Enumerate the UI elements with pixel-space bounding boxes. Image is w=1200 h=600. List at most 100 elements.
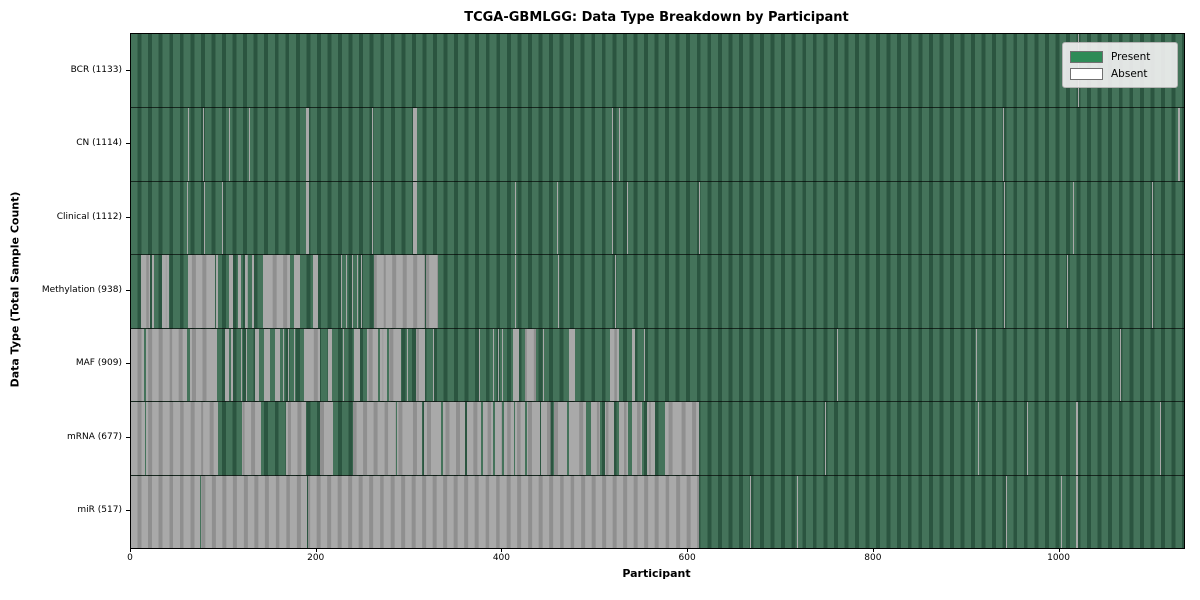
- absent-segment: [313, 255, 318, 328]
- plot-area: [130, 33, 1185, 549]
- absent-segment: [286, 402, 306, 475]
- x-tick-mark: [872, 548, 874, 552]
- absent-segment: [504, 402, 514, 475]
- absent-segment: [372, 181, 374, 255]
- absent-segment: [222, 181, 223, 255]
- absent-segment: [836, 328, 838, 402]
- absent-segment: [1178, 108, 1181, 181]
- absent-segment: [346, 255, 348, 328]
- absent-segment: [643, 328, 645, 402]
- absent-segment: [319, 402, 333, 475]
- y-tick-mark: [126, 363, 130, 365]
- absent-segment: [557, 181, 559, 255]
- absent-segment: [187, 255, 215, 328]
- absent-segment: [569, 328, 575, 402]
- x-tick-label: 200: [307, 553, 325, 563]
- absent-segment: [413, 181, 417, 255]
- absent-segment: [1027, 402, 1029, 475]
- x-axis-label: Participant: [622, 567, 691, 580]
- absent-segment: [699, 181, 701, 255]
- legend-entry-present: Present: [1070, 48, 1169, 65]
- absent-segment: [796, 475, 798, 548]
- absent-segment: [294, 255, 300, 328]
- absent-segment: [977, 402, 979, 475]
- y-tick-label-mrna: mRNA (677): [67, 431, 122, 442]
- absent-segment: [443, 402, 466, 475]
- absent-segment: [502, 328, 504, 402]
- absent-segment: [750, 475, 752, 548]
- legend-absent-label: Absent: [1111, 67, 1148, 80]
- absent-segment: [1067, 255, 1068, 328]
- absent-segment: [131, 328, 144, 402]
- absent-segment: [413, 108, 417, 181]
- absent-segment: [342, 328, 344, 402]
- absent-segment: [479, 328, 481, 402]
- y-tick-label-cn: CN (1114): [76, 138, 122, 149]
- absent-segment: [353, 328, 361, 402]
- absent-segment: [1152, 255, 1154, 328]
- absent-segment: [371, 108, 373, 181]
- absent-segment: [482, 402, 494, 475]
- y-tick-label-mir: miR (517): [77, 505, 122, 516]
- absent-segment: [553, 402, 568, 475]
- absent-segment: [131, 402, 145, 475]
- absent-segment: [612, 108, 613, 181]
- y-tick-mark: [126, 290, 130, 291]
- row-maf: [131, 327, 1184, 402]
- absent-segment: [1003, 181, 1005, 255]
- absent-segment: [976, 328, 977, 402]
- absent-segment: [229, 108, 231, 181]
- row-cn: [131, 107, 1184, 181]
- absent-segment: [569, 402, 586, 475]
- absent-segment: [379, 328, 388, 402]
- y-tick-label-maf: MAF (909): [75, 358, 122, 369]
- row-methylation: [131, 254, 1184, 328]
- absent-segment: [246, 328, 248, 402]
- row-mir: [131, 474, 1184, 548]
- absent-segment: [145, 328, 187, 402]
- absent-segment: [141, 255, 150, 328]
- absent-segment: [612, 181, 613, 255]
- absent-segment: [614, 255, 616, 328]
- absent-segment: [251, 255, 255, 328]
- absent-segment: [293, 328, 295, 402]
- legend: Present Absent: [1062, 42, 1178, 88]
- y-tick-mark: [126, 216, 130, 218]
- absent-segment: [228, 255, 234, 328]
- absent-segment: [1119, 328, 1121, 402]
- x-tick-mark: [1058, 548, 1060, 552]
- absent-segment: [189, 328, 218, 402]
- x-tick-label: 800: [864, 553, 882, 563]
- absent-segment: [187, 108, 189, 181]
- absent-segment: [396, 402, 422, 475]
- absent-segment: [1072, 181, 1074, 255]
- absent-segment: [493, 328, 495, 402]
- x-tick-label: 1000: [1047, 553, 1071, 563]
- y-tick-mark: [126, 143, 130, 145]
- absent-segment: [242, 402, 261, 475]
- y-tick-mark: [126, 436, 130, 438]
- absent-segment: [610, 328, 620, 402]
- absent-segment: [352, 255, 353, 328]
- y-tick-mark: [126, 510, 130, 512]
- x-tick-mark: [130, 548, 131, 552]
- absent-segment: [240, 328, 242, 402]
- absent-segment: [632, 402, 642, 475]
- absent-segment: [274, 328, 280, 402]
- absent-segment: [604, 402, 614, 475]
- absent-segment: [495, 402, 503, 475]
- y-tick-label-methylation: Methylation (938): [41, 285, 122, 295]
- absent-segment: [352, 402, 396, 475]
- absent-segment: [248, 108, 250, 181]
- absent-segment: [131, 475, 200, 548]
- absent-segment: [1003, 255, 1005, 328]
- absent-segment: [515, 402, 525, 475]
- absent-segment: [366, 328, 378, 402]
- x-tick-mark: [501, 548, 503, 552]
- x-tick-label: 600: [678, 553, 696, 563]
- absent-segment: [340, 255, 342, 328]
- absent-segment: [308, 475, 700, 548]
- absent-segment: [416, 328, 426, 402]
- absent-segment: [647, 402, 655, 475]
